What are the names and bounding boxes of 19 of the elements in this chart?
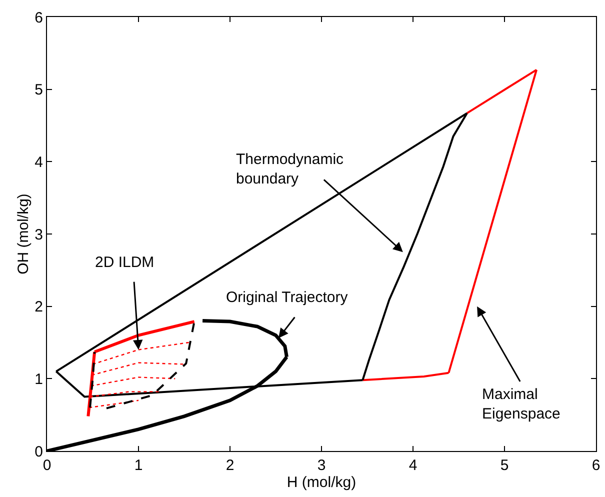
y-tick-label: 2: [34, 298, 43, 316]
x-axis-title: H (mol/kg): [286, 474, 356, 491]
annotation: 2D ILDM: [95, 254, 154, 271]
x-tick-label: 4: [408, 457, 418, 474]
x-tick-label: 3: [317, 457, 326, 474]
y-tick-label: 1: [34, 370, 43, 388]
y-tick-label: 5: [34, 82, 43, 99]
x-tick-label: 1: [134, 457, 143, 474]
x-tick-label: 6: [592, 457, 600, 474]
annotation: Maximal Eigenspace: [482, 386, 560, 422]
x-tick-label: 2: [226, 457, 234, 474]
y-tick-label: 4: [34, 154, 43, 171]
y-tick-label: 0: [34, 443, 43, 460]
x-tick-label: 5: [500, 457, 509, 474]
annotation: Thermodynamic boundary: [236, 151, 344, 188]
y-axis-title: OH (mol/kg): [14, 194, 32, 274]
y-tick-label: 3: [34, 226, 43, 244]
annotation: Original Trajectory: [226, 289, 348, 306]
y-tick-label: 6: [34, 9, 43, 26]
